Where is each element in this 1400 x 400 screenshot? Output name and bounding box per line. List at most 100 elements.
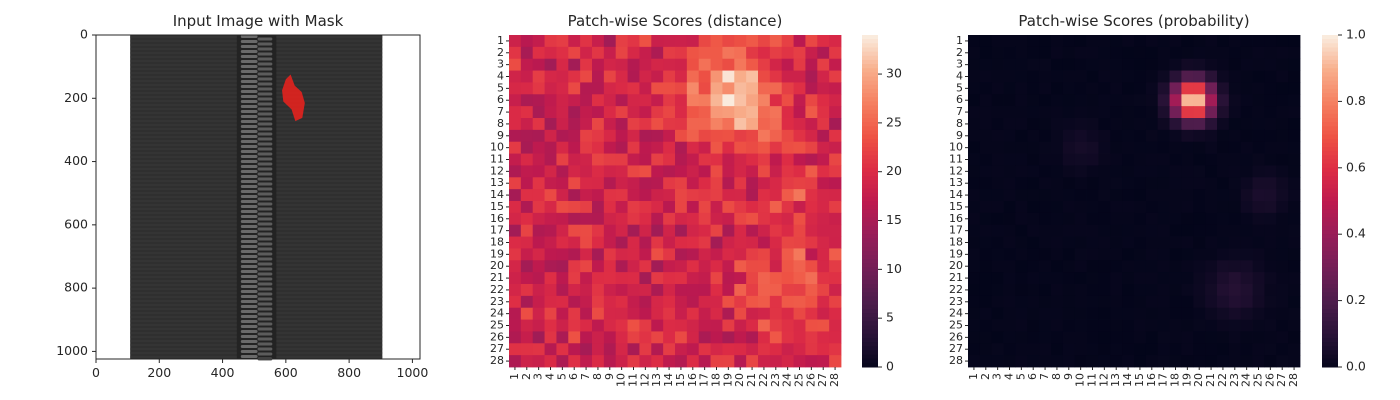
heatmap-cell [805,307,818,320]
heatmap-cell [1062,35,1076,48]
heatmap-cell [1217,153,1230,166]
heatmap-cell [722,189,735,202]
heatmap-cell [592,94,605,107]
colorbar-segment [862,333,878,339]
heatmap-cell [639,46,652,60]
heatmap-cell [1074,165,1087,178]
heatmap-cell [1157,319,1170,332]
heatmap-cell [1098,224,1111,237]
heatmap-cell [746,35,759,48]
heatmap-cell [734,70,747,83]
heatmap-cell [793,189,806,202]
heatmap-cell [1264,141,1277,154]
heatmap-cell [1228,272,1242,285]
heatmap-cell [1181,355,1194,368]
heatmap-cell [758,70,771,83]
x-tick-label: 11 [627,373,640,387]
heatmap-cell [1134,177,1147,190]
heatmap-cell [829,272,842,285]
y-tick-label: 600 [64,216,88,231]
heatmap-cell [1205,129,1218,143]
heatmap-cell [1228,153,1242,166]
heatmap-cell [1039,319,1052,332]
heatmap-cell [1074,236,1087,249]
zipper-tooth [240,75,258,78]
heatmap-cell [746,106,759,119]
heatmap-cell [1217,118,1230,131]
heatmap-cell [1003,118,1016,131]
heatmap-cell [639,260,652,273]
colorbar-segment [1322,329,1338,335]
heatmap-cell [509,284,522,297]
colorbar-segment [1322,304,1338,310]
heatmap-cell [991,141,1004,154]
x-tick-label: 600 [274,365,298,380]
heatmap-cell [592,295,605,309]
heatmap-cell [1217,82,1230,95]
heatmap-cell [1015,165,1028,178]
heatmap-cell [1193,82,1206,95]
heatmap-cell [509,189,522,202]
heatmap-cell [991,355,1004,368]
heatmap-cell [603,212,617,226]
heatmap-cell [1003,307,1016,320]
zipper-tooth [240,110,258,113]
heatmap-cell [1181,284,1194,297]
heatmap-cell [1027,307,1040,320]
heatmap-cell [698,355,711,368]
heatmap-cell [746,307,759,320]
x-tick-label: 7 [579,373,592,380]
heatmap-cell [1003,189,1016,202]
colorbar-segment [1322,43,1338,48]
heatmap-cell [1217,284,1230,297]
heatmap-cell [979,94,993,107]
heatmap-cell [781,307,794,320]
heatmap-cell [580,46,593,60]
heatmap-cell [793,236,806,249]
heatmap-cell [746,118,759,131]
colorbar-segment [1322,238,1338,243]
heatmap-cell [1003,141,1016,154]
heatmap-cell [1039,35,1052,48]
heatmap-cell [1062,295,1076,309]
heatmap-cell [1288,46,1301,60]
heatmap-cell [829,106,842,119]
heatmap-cell [627,165,640,178]
heatmap-cell [532,284,545,297]
heatmap-cell [568,94,581,107]
heatmap-cell [781,58,794,71]
heatmap-cell [781,272,794,285]
colorbar-segment [1322,333,1338,339]
colorbar-segment [862,362,878,368]
heatmap-cell [520,129,534,143]
zipper-tooth [240,65,258,68]
heatmap-cell [509,177,522,190]
heatmap-cell [675,201,688,214]
heatmap-cell [817,82,830,95]
colorbar-segment [862,151,878,156]
heatmap-cell [627,260,640,273]
heatmap-cell [651,307,664,320]
colorbar-segment [862,254,878,260]
y-tick-label: 23 [949,295,963,308]
heatmap-cell [1086,260,1099,273]
heatmap-cell [592,236,605,249]
heatmap-cell [1145,58,1159,71]
heatmap-cell [556,35,569,48]
heatmap-cell [603,331,617,344]
heatmap-cell [758,248,771,261]
heatmap-cell [544,295,557,309]
heatmap-cell [1039,94,1052,107]
heatmap-cell [592,319,605,332]
heatmap-cell [1169,343,1182,356]
heatmap-cell [1252,355,1265,368]
colorbar-segment [1322,180,1338,185]
zipper-tooth [240,125,258,128]
colorbar-segment [862,259,878,264]
heatmap-cell [817,153,830,166]
heatmap-cell [544,35,557,48]
zipper-tooth [257,72,273,76]
zipper-tooth [257,192,273,196]
colorbar-segment [1322,134,1338,140]
